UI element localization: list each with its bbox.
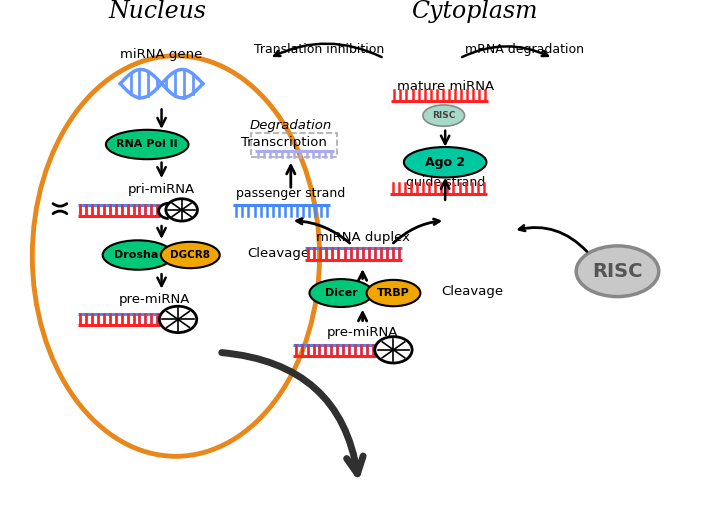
Text: Degradation: Degradation xyxy=(250,119,332,132)
Text: guide strand: guide strand xyxy=(406,176,485,189)
Text: Nucleus: Nucleus xyxy=(109,0,207,23)
Text: RNA Pol II: RNA Pol II xyxy=(116,139,178,150)
FancyArrowPatch shape xyxy=(358,313,367,321)
Text: pri-miRNA: pri-miRNA xyxy=(128,183,195,196)
FancyArrowPatch shape xyxy=(286,166,295,188)
Text: Cleavage: Cleavage xyxy=(442,285,504,298)
Text: RISC: RISC xyxy=(432,111,455,120)
FancyArrowPatch shape xyxy=(441,130,449,144)
Text: Transcription: Transcription xyxy=(241,136,327,150)
Text: Cytoplasm: Cytoplasm xyxy=(411,0,537,23)
Ellipse shape xyxy=(404,147,487,177)
Ellipse shape xyxy=(423,105,465,126)
Text: DGCR8: DGCR8 xyxy=(170,250,210,260)
Text: miRNA gene: miRNA gene xyxy=(121,48,202,61)
Ellipse shape xyxy=(161,242,220,268)
FancyArrowPatch shape xyxy=(222,352,363,474)
Ellipse shape xyxy=(367,280,421,306)
FancyArrowPatch shape xyxy=(157,162,166,175)
Text: miRNA duplex: miRNA duplex xyxy=(316,231,409,244)
Ellipse shape xyxy=(577,246,659,297)
FancyArrowPatch shape xyxy=(441,180,449,200)
Text: Ago 2: Ago 2 xyxy=(425,156,465,169)
Text: TRBP: TRBP xyxy=(377,288,410,298)
Text: passenger strand: passenger strand xyxy=(236,187,345,200)
FancyArrowPatch shape xyxy=(157,109,166,126)
FancyArrowPatch shape xyxy=(157,274,166,286)
Text: RISC: RISC xyxy=(592,262,643,281)
Text: pre-miRNA: pre-miRNA xyxy=(327,325,398,339)
Ellipse shape xyxy=(309,279,373,307)
Text: Cleavage: Cleavage xyxy=(248,247,310,260)
Text: Translation inhibition: Translation inhibition xyxy=(254,43,385,56)
Text: mature miRNA: mature miRNA xyxy=(396,80,494,93)
Ellipse shape xyxy=(103,240,173,270)
FancyArrowPatch shape xyxy=(157,226,166,236)
Text: mRNA degradation: mRNA degradation xyxy=(465,43,584,56)
FancyArrowPatch shape xyxy=(358,272,367,280)
Bar xyxy=(251,133,337,157)
Text: Dicer: Dicer xyxy=(325,288,358,298)
Ellipse shape xyxy=(106,130,188,159)
Text: Drosha: Drosha xyxy=(114,250,159,260)
Text: pre-miRNA: pre-miRNA xyxy=(118,293,190,306)
